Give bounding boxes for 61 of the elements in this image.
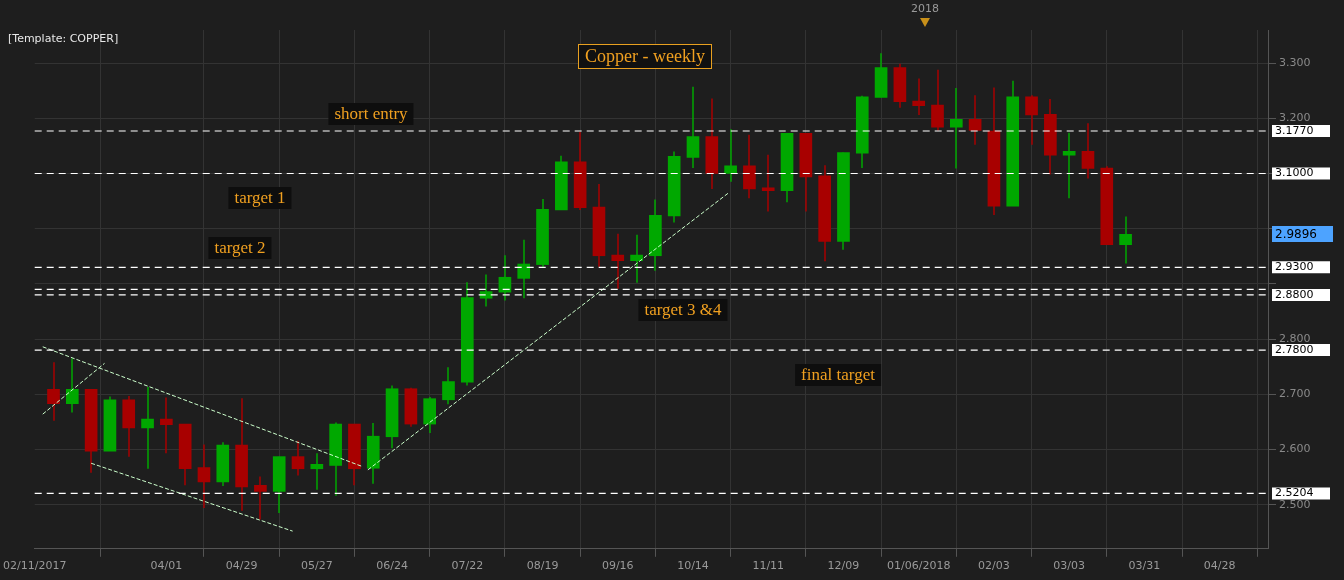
candlestick <box>949 87 963 170</box>
x-tick-label: 12/09 <box>827 559 860 573</box>
x-tick-label: 09/16 <box>601 559 634 573</box>
x-tick-label: 02/03 <box>978 559 1010 573</box>
ref-line-label: 3.1770 <box>1275 123 1314 137</box>
candlestick <box>442 366 455 405</box>
candlestick <box>47 361 60 422</box>
ref-line-label: 2.7800 <box>1275 342 1314 356</box>
candlestick <box>141 386 154 470</box>
x-tick-label: 06/24 <box>376 559 408 573</box>
candlestick <box>1119 215 1132 265</box>
candlestick <box>686 86 700 169</box>
candlestick <box>630 234 643 284</box>
annotation: target 2 <box>208 237 272 259</box>
candlestick <box>197 443 211 509</box>
candlestick <box>724 128 737 183</box>
ref-line-label: 2.9300 <box>1275 260 1314 274</box>
candlestick <box>517 238 531 299</box>
y-tick-label: 2.700 <box>1279 387 1311 401</box>
candlestick <box>611 232 625 290</box>
x-tick-label: 04/28 <box>1203 559 1236 573</box>
annotation: final target <box>795 364 881 386</box>
candlestick <box>743 134 756 200</box>
candlestick <box>254 475 267 521</box>
text: Copper - weekly <box>578 44 712 69</box>
x-tick-label: 03/03 <box>1053 559 1086 573</box>
text: 2018 <box>911 2 939 15</box>
ref-line-label: 3.1000 <box>1275 166 1314 180</box>
x-tick-label: 03/31 <box>1128 559 1161 573</box>
candlestick <box>968 94 982 146</box>
x-tick-label: 11/11 <box>752 559 785 573</box>
candlestick <box>310 452 324 491</box>
x-tick-label: 07/22 <box>451 559 484 573</box>
annotation: short entry <box>328 103 414 125</box>
ref-line-label: 2.5204 <box>1275 486 1314 500</box>
candlestick <box>912 77 926 116</box>
x-tick-label: 02/11/2017 <box>3 559 67 573</box>
candlestick <box>65 357 79 414</box>
y-tick-label: 2.500 <box>1279 497 1311 511</box>
candlestick <box>1025 94 1038 146</box>
x-tick-label: 01/06/2018 <box>887 559 951 573</box>
annotation: target 3 &4 <box>638 299 728 321</box>
y-tick-label: 2.600 <box>1279 442 1311 456</box>
y-tick-label: 3.200 <box>1279 111 1311 125</box>
annotation: [Template: COPPER] <box>8 32 119 45</box>
candlestick <box>1062 131 1076 200</box>
x-tick-label: 10/14 <box>677 559 709 573</box>
x-tick-label: 08/19 <box>526 559 559 573</box>
candlestick <box>761 153 775 213</box>
candlestick <box>160 396 173 455</box>
text: 2.9896 <box>1272 226 1333 243</box>
x-tick-label: 05/27 <box>300 559 333 573</box>
y-tick-label: 2.800 <box>1279 331 1311 345</box>
ref-line-label: 2.8800 <box>1275 287 1314 301</box>
annotation: target 1 <box>228 187 292 209</box>
candlestick <box>291 439 305 477</box>
candlestick <box>931 68 944 132</box>
y-tick-label: 3.300 <box>1279 55 1311 69</box>
x-tick-label: 04/29 <box>225 559 258 573</box>
candlestick <box>1081 122 1095 180</box>
x-tick-label: 04/01 <box>150 559 183 573</box>
